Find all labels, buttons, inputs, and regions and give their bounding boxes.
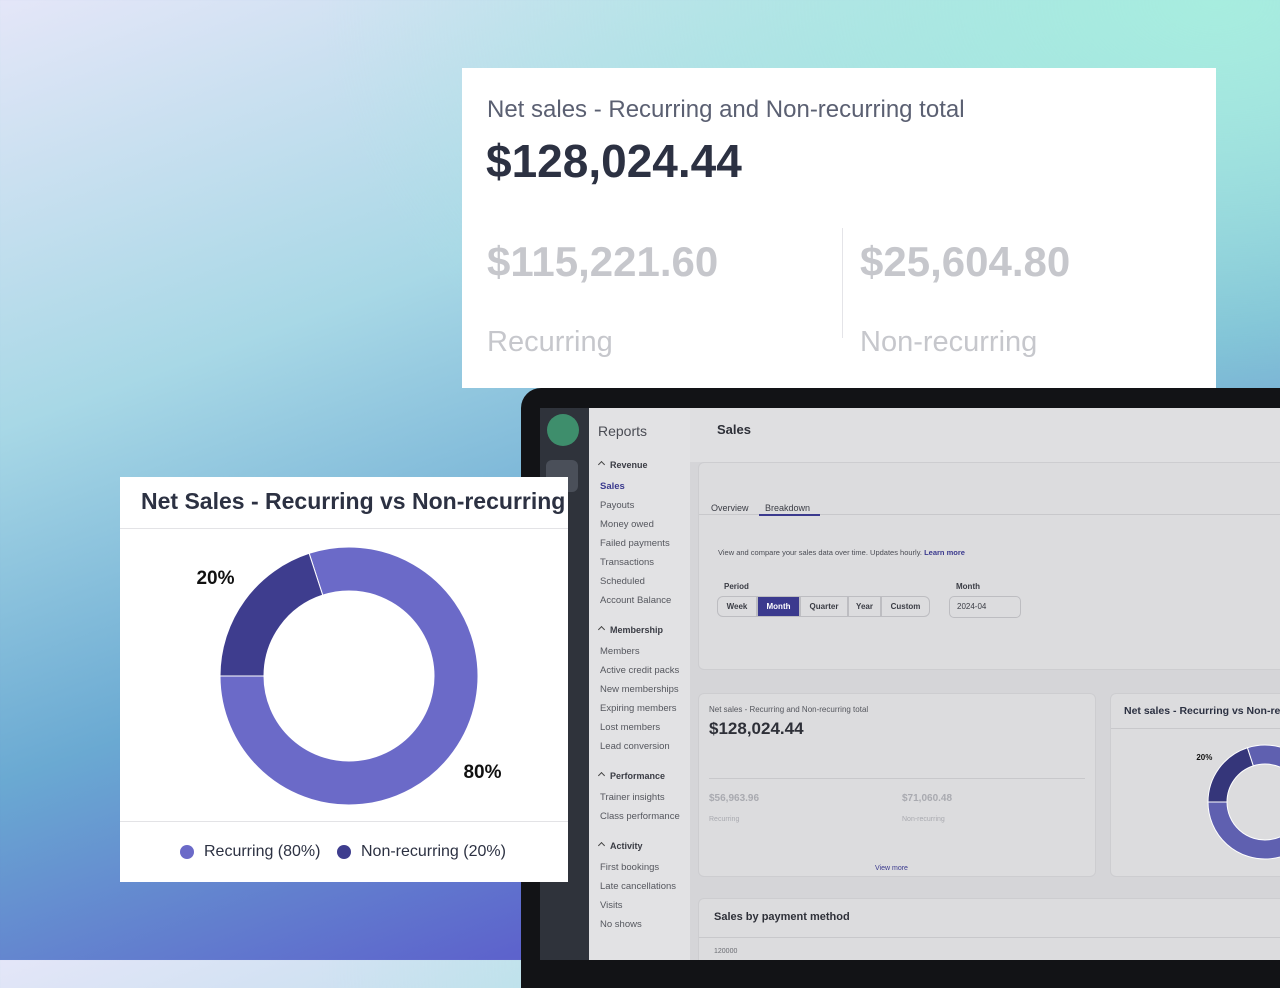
nav-item[interactable]: Payouts bbox=[600, 500, 635, 511]
legend-rule bbox=[120, 821, 568, 822]
nav-section-heading: Performance bbox=[610, 771, 666, 781]
nav-item[interactable]: First bookings bbox=[600, 862, 660, 873]
payment-rule bbox=[699, 937, 1280, 938]
nav-item[interactable]: New memberships bbox=[600, 684, 679, 695]
period-label: Custom bbox=[890, 602, 921, 611]
summary-title: Net sales - Recurring and Non-recurring … bbox=[487, 96, 965, 123]
logo[interactable] bbox=[547, 414, 579, 446]
payment-title: Sales by payment method bbox=[714, 911, 850, 923]
period-label: Week bbox=[726, 602, 748, 611]
nav-item[interactable]: Active credit packs bbox=[600, 665, 680, 676]
nonrecurring-label: Non-recurring bbox=[860, 326, 1038, 358]
nav-item[interactable]: Trainer insights bbox=[600, 792, 665, 803]
nav-title: Reports bbox=[598, 423, 648, 439]
month-value: 2024-04 bbox=[957, 602, 987, 611]
value-label: 20% bbox=[196, 568, 234, 589]
mini-summary-title: Net sales - Recurring and Non-recurring … bbox=[709, 705, 869, 714]
payment-card: Sales by payment method 120000 bbox=[698, 898, 1280, 960]
mini-summary-total: $128,024.44 bbox=[709, 719, 804, 738]
nav-item[interactable]: Transactions bbox=[600, 557, 655, 568]
period-button[interactable]: Week bbox=[717, 596, 757, 617]
tab[interactable]: Overview bbox=[711, 503, 749, 513]
period-label: Year bbox=[856, 602, 873, 611]
tab[interactable]: Breakdown bbox=[765, 503, 811, 513]
tab-underline bbox=[759, 514, 820, 516]
nav-item[interactable]: Members bbox=[600, 646, 640, 657]
legend-swatch bbox=[337, 845, 351, 859]
page-title: Sales bbox=[717, 422, 751, 437]
nav-item[interactable]: Money owed bbox=[600, 519, 654, 530]
mini-summary-card: Net sales - Recurring and Non-recurring … bbox=[698, 693, 1096, 877]
chart-title: Net sales - Recurring vs Non-recurring bbox=[1124, 705, 1280, 717]
nav-item[interactable]: No shows bbox=[600, 919, 642, 930]
mini-nonrecurring-label: Non-recurring bbox=[902, 816, 945, 823]
legend-swatch bbox=[180, 845, 194, 859]
app-screen: Reports Revenue Sales Payouts Money owed Fai… bbox=[540, 408, 1280, 960]
mini-recurring-label: Recurring bbox=[709, 816, 740, 823]
divider bbox=[842, 228, 843, 338]
donut-segment bbox=[1207, 744, 1280, 860]
nav-item[interactable]: Expiring members bbox=[600, 703, 677, 714]
period-label: Month bbox=[766, 602, 791, 611]
nav-item[interactable]: Account Balance bbox=[600, 595, 672, 606]
nav-item[interactable]: Scheduled bbox=[600, 576, 645, 587]
y-tick-label: 120000 bbox=[714, 948, 738, 955]
month-input[interactable]: 2024-04 bbox=[949, 596, 1021, 618]
recurring-label: Recurring bbox=[487, 326, 613, 358]
summary-total: $128,024.44 bbox=[486, 135, 742, 187]
description: View and compare your sales data over ti… bbox=[718, 548, 965, 557]
nav-item[interactable]: Class performance bbox=[600, 811, 680, 822]
header: Sales bbox=[690, 408, 1280, 462]
donut-segment bbox=[219, 552, 324, 677]
month-label: Month bbox=[956, 582, 980, 591]
period-label: Quarter bbox=[809, 602, 839, 611]
report-nav: Reports Revenue Sales Payouts Money owed Fai… bbox=[589, 408, 690, 960]
tab-rule bbox=[699, 514, 1280, 515]
filter-card: View and compare your sales data over ti… bbox=[698, 462, 1280, 670]
mini-chart: Net sales - Recurring vs Non-recurring 20… bbox=[1124, 705, 1280, 860]
donut-chart: Net Sales - Recurring vs Non-recurring 80… bbox=[141, 488, 565, 860]
period-button[interactable]: Custom bbox=[881, 596, 930, 617]
period-button[interactable]: Month bbox=[757, 596, 800, 617]
nav-section-heading: Revenue bbox=[610, 460, 648, 470]
nav-item[interactable]: Sales bbox=[600, 481, 625, 492]
learn-more-link[interactable]: Learn more bbox=[924, 548, 965, 557]
nav-section-heading: Membership bbox=[610, 625, 664, 635]
legend-label: Recurring (80%) bbox=[204, 843, 320, 860]
summary-card: Net sales - Recurring and Non-recurring … bbox=[462, 68, 1216, 388]
value-label: 80% bbox=[463, 762, 501, 783]
nav-item[interactable]: Failed payments bbox=[600, 538, 670, 549]
view-more-link[interactable]: View more bbox=[875, 865, 908, 872]
nav-item[interactable]: Visits bbox=[600, 900, 623, 911]
chart-title: Net Sales - Recurring vs Non-recurring bbox=[141, 488, 565, 514]
nav-item[interactable]: Lost members bbox=[600, 722, 661, 733]
nonrecurring-value: $25,604.80 bbox=[860, 238, 1071, 285]
nav-section-heading: Activity bbox=[610, 841, 643, 851]
donut-card: Net Sales - Recurring vs Non-recurring 80… bbox=[120, 477, 568, 882]
nav-item[interactable]: Late cancellations bbox=[600, 881, 677, 892]
nav-item[interactable]: Lead conversion bbox=[600, 741, 670, 752]
donut-segment bbox=[1207, 747, 1254, 803]
period-label: Period bbox=[724, 582, 749, 591]
mini-nonrecurring-value: $71,060.48 bbox=[902, 793, 953, 804]
mini-divider bbox=[709, 778, 1085, 779]
value-label: 20% bbox=[1196, 753, 1212, 762]
legend-label: Non-recurring (20%) bbox=[361, 843, 506, 860]
description-text: View and compare your sales data over ti… bbox=[718, 548, 922, 557]
donut-segment bbox=[219, 546, 479, 806]
mini-chart-rule bbox=[1111, 728, 1280, 729]
mini-recurring-value: $56,963.96 bbox=[709, 793, 760, 804]
period-button[interactable]: Year bbox=[848, 596, 881, 617]
title-rule bbox=[120, 528, 568, 529]
recurring-value: $115,221.60 bbox=[487, 238, 719, 285]
period-button[interactable]: Quarter bbox=[800, 596, 848, 617]
